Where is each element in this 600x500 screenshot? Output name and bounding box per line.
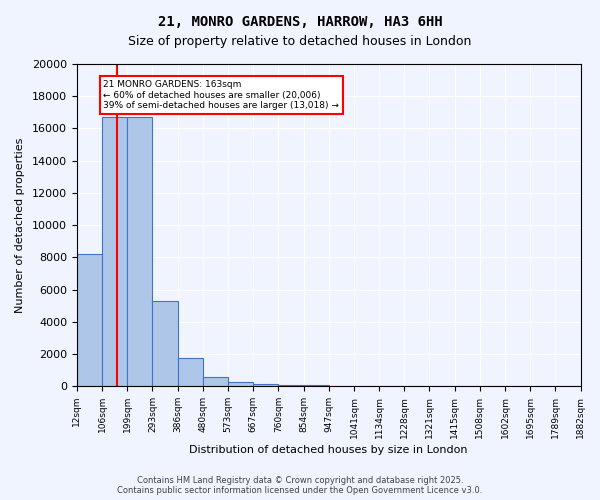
- Bar: [203, 376, 228, 386]
- Bar: [278, 385, 304, 386]
- Bar: [127, 117, 152, 386]
- Bar: [102, 117, 127, 386]
- Text: 21 MONRO GARDENS: 163sqm
← 60% of detached houses are smaller (20,006)
39% of se: 21 MONRO GARDENS: 163sqm ← 60% of detach…: [103, 80, 340, 110]
- Y-axis label: Number of detached properties: Number of detached properties: [15, 138, 25, 313]
- Text: 21, MONRO GARDENS, HARROW, HA3 6HH: 21, MONRO GARDENS, HARROW, HA3 6HH: [158, 15, 442, 29]
- Bar: [253, 384, 278, 386]
- Text: Size of property relative to detached houses in London: Size of property relative to detached ho…: [128, 35, 472, 48]
- Text: Contains HM Land Registry data © Crown copyright and database right 2025.
Contai: Contains HM Land Registry data © Crown c…: [118, 476, 482, 495]
- X-axis label: Distribution of detached houses by size in London: Distribution of detached houses by size …: [190, 445, 468, 455]
- Bar: [178, 358, 203, 386]
- Bar: [152, 301, 178, 386]
- Bar: [77, 254, 102, 386]
- Bar: [228, 382, 253, 386]
